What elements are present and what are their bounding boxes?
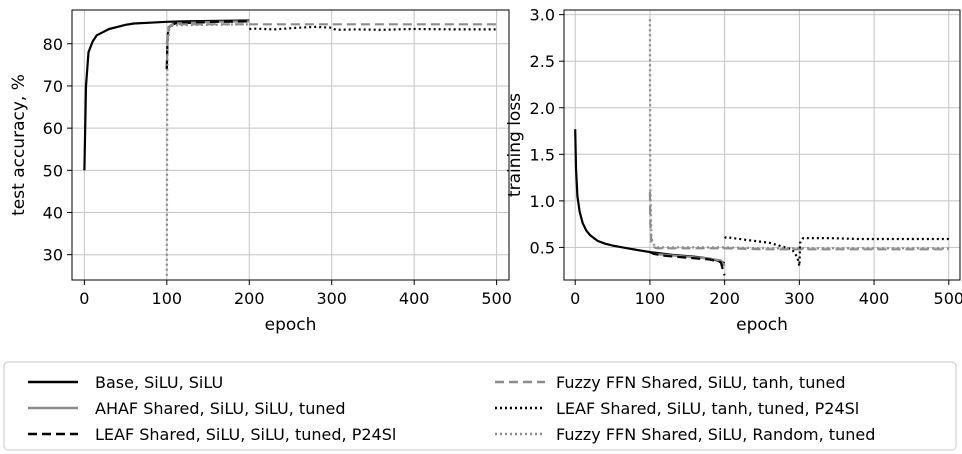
accuracy-y-tick-label: 80: [43, 35, 63, 54]
legend-label-fuzzy-random: Fuzzy FFN Shared, SiLU, Random, tuned: [556, 425, 875, 444]
loss-y-tick-label: 2.5: [530, 52, 555, 71]
accuracy-series: [83, 19, 497, 276]
loss-x-tick-label: 400: [859, 289, 890, 308]
accuracy-y-tick-label: 60: [43, 119, 63, 138]
loss-y-tick-label: 1.0: [530, 192, 555, 211]
loss-panel: 0 100 200 300 400 500 0.5 1.0 1.5 2.0 2.5 3.0 epoch…: [505, 6, 962, 335]
accuracy-series-base: [83, 19, 250, 171]
accuracy-x-tick-label: 400: [399, 289, 430, 308]
loss-y-axis-label: training loss: [505, 93, 525, 197]
accuracy-series-leaf-tanh: [249, 25, 497, 31]
loss-plot-frame: [563, 9, 961, 281]
accuracy-x-axis-label: epoch: [265, 315, 317, 335]
accuracy-series-fuzzy-random: [165, 23, 250, 276]
loss-x-axis-label: epoch: [736, 315, 788, 335]
loss-x-tick-label: 500: [934, 289, 962, 308]
loss-series-leaf-silu: [649, 251, 726, 276]
accuracy-x-tick-label: 500: [481, 289, 512, 308]
loss-series-fuzzy-tanh: [648, 191, 949, 251]
loss-series: [574, 19, 949, 276]
loss-y-tick-label: 0.5: [530, 238, 555, 257]
legend-box: [3, 361, 957, 451]
accuracy-ticks: 0 100 200 300 400 500 30 40 50 60 70 80: [43, 35, 512, 308]
accuracy-x-tick-label: 300: [316, 289, 347, 308]
legend-label-fuzzy-tanh: Fuzzy FFN Shared, SiLU, tanh, tuned: [556, 373, 845, 392]
legend-label-leaf-silu: LEAF Shared, SiLU, SiLU, tuned, P24Sl: [95, 425, 396, 444]
accuracy-x-tick-label: 0: [79, 289, 89, 308]
accuracy-x-tick-label: 100: [152, 289, 183, 308]
loss-y-tick-label: 3.0: [530, 6, 555, 25]
loss-x-tick-label: 300: [784, 289, 815, 308]
accuracy-plot-frame: [71, 9, 510, 281]
loss-ticks: 0 100 200 300 400 500 0.5 1.0 1.5 2.0 2.5 3.0: [530, 6, 962, 308]
loss-y-tick-label: 1.5: [530, 145, 555, 164]
loss-grid: [564, 10, 960, 280]
legend-label-base: Base, SiLU, SiLU: [95, 373, 223, 392]
accuracy-y-tick-label: 70: [43, 77, 63, 96]
accuracy-series-ahaf: [165, 20, 250, 70]
loss-y-tick-label: 2.0: [530, 99, 555, 118]
loss-x-tick-label: 0: [570, 289, 580, 308]
loss-series-ahaf: [649, 251, 726, 267]
accuracy-x-tick-label: 200: [234, 289, 265, 308]
legend: Base, SiLU, SiLU AHAF Shared, SiLU, SiLU,…: [3, 361, 957, 451]
accuracy-y-tick-label: 50: [43, 161, 63, 180]
loss-x-tick-label: 200: [709, 289, 740, 308]
accuracy-series-leaf-silu: [165, 20, 250, 70]
accuracy-grid: [72, 10, 509, 280]
loss-x-tick-label: 100: [635, 289, 666, 308]
legend-label-leaf-tanh: LEAF Shared, SiLU, tanh, tuned, P24Sl: [556, 399, 859, 418]
legend-label-ahaf: AHAF Shared, SiLU, SiLU, tuned: [95, 399, 345, 418]
loss-series-leaf-tanh: [724, 236, 949, 268]
accuracy-panel: 0 100 200 300 400 500 30 40 50 60 70 80 epoch test …: [9, 9, 512, 335]
accuracy-y-axis-label: test accuracy, %: [9, 74, 29, 216]
accuracy-y-tick-label: 40: [43, 204, 63, 223]
accuracy-y-tick-label: 30: [43, 246, 63, 265]
